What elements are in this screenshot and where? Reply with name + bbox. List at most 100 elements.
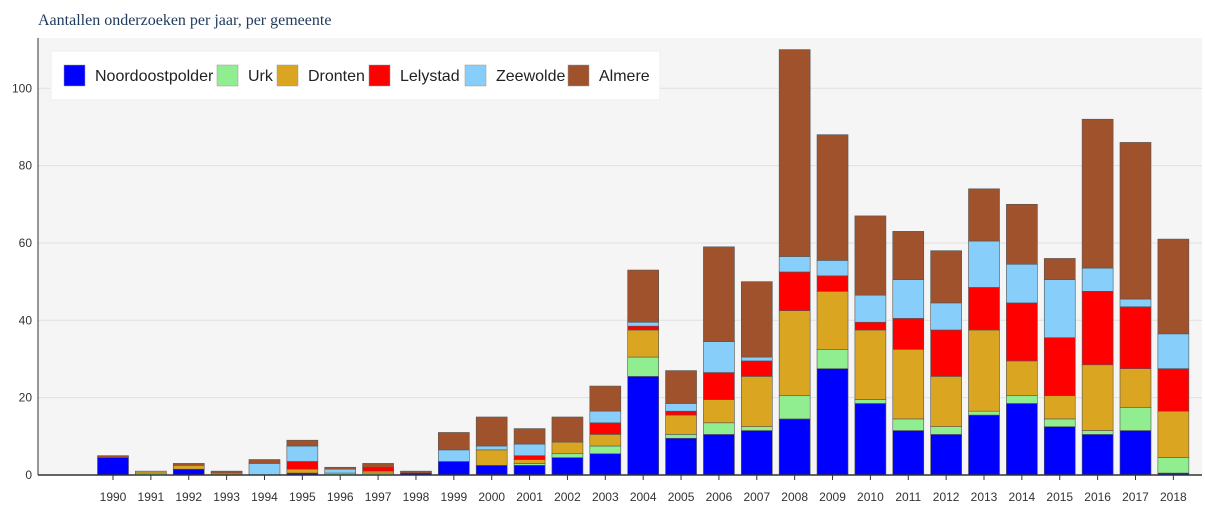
bar-segment xyxy=(97,455,129,458)
bar-segment xyxy=(1119,407,1152,431)
x-tick-label: 2018 xyxy=(1160,490,1187,504)
bar-segment xyxy=(703,434,735,476)
x-tick-label: 1998 xyxy=(403,490,430,504)
bar-segment xyxy=(1006,302,1038,362)
bar-segment xyxy=(627,376,659,476)
bar-segment xyxy=(513,459,546,464)
bar-segment xyxy=(1043,337,1076,397)
x-tick-label: 2011 xyxy=(895,490,921,504)
legend-swatch xyxy=(63,64,86,87)
x-tick-label: 2005 xyxy=(668,490,695,504)
x-tick-label: 2014 xyxy=(1009,490,1036,504)
bar-segment xyxy=(475,465,508,476)
bar-segment xyxy=(930,426,962,435)
bar-segment xyxy=(362,466,394,472)
chart-title: Aantallen onderzoeken per jaar, per geme… xyxy=(38,12,332,29)
x-tick-label: 2000 xyxy=(478,490,505,504)
bar-segment xyxy=(1081,364,1114,431)
x-tick-label: 2004 xyxy=(630,490,657,504)
bar-segment xyxy=(286,445,319,462)
bar-segment xyxy=(513,455,546,460)
bar-segment xyxy=(1006,263,1038,304)
bar-segment xyxy=(627,325,659,331)
bar-segment xyxy=(930,434,962,476)
y-tick-label: 40 xyxy=(19,313,33,327)
bar-segment xyxy=(551,441,584,455)
bar-segment xyxy=(854,329,887,400)
bar-segment xyxy=(1081,434,1114,476)
bar-segment xyxy=(551,457,584,476)
bar-segment xyxy=(1043,279,1076,339)
bar-segment xyxy=(968,414,1000,476)
bar-segment xyxy=(1006,395,1038,404)
bar-segment xyxy=(703,372,735,400)
legend-swatch xyxy=(464,64,487,87)
bar-segment xyxy=(1119,142,1152,300)
x-tick-label: 2013 xyxy=(971,490,998,504)
bar-segment xyxy=(778,271,811,311)
bar-segment xyxy=(1081,267,1114,292)
legend-label: Zeewolde xyxy=(496,68,565,85)
bar-segment xyxy=(1006,403,1038,476)
bar-segment xyxy=(854,321,887,331)
bar-segment xyxy=(740,360,773,377)
bar-segment xyxy=(513,443,546,456)
bar-segment xyxy=(854,215,887,296)
bar-segment xyxy=(324,468,357,474)
x-tick-label: 1996 xyxy=(327,490,354,504)
x-tick-label: 1994 xyxy=(251,490,278,504)
bar-segment xyxy=(286,439,319,447)
bar-segment xyxy=(210,470,243,474)
bar-segment xyxy=(1157,368,1190,412)
bar-segment xyxy=(778,418,811,476)
bar-segment xyxy=(1006,360,1038,397)
bar-segment xyxy=(740,356,773,362)
x-tick-label: 2016 xyxy=(1084,490,1111,504)
bar-segment xyxy=(589,422,622,435)
y-tick-label: 100 xyxy=(12,81,32,95)
x-tick-label: 1990 xyxy=(100,490,127,504)
bar-segment xyxy=(551,453,584,458)
bar-segment xyxy=(286,461,319,470)
bar-segment xyxy=(778,49,811,257)
bar-segment xyxy=(627,356,659,377)
bar-segment xyxy=(551,416,584,443)
x-tick-label: 2003 xyxy=(592,490,619,504)
x-tick-label: 1991 xyxy=(138,490,165,504)
bar-segment xyxy=(475,445,508,451)
bar-segment xyxy=(778,256,811,273)
legend-swatch xyxy=(276,64,299,87)
legend-label: Dronten xyxy=(308,68,365,85)
x-tick-label: 2010 xyxy=(857,490,884,504)
bar-segment xyxy=(703,246,735,342)
bar-segment xyxy=(1043,418,1076,427)
legend-swatch xyxy=(216,64,239,87)
x-tick-label: 2002 xyxy=(554,490,581,504)
y-tick-label: 80 xyxy=(19,159,33,173)
bar-segment xyxy=(627,269,659,323)
bar-segment xyxy=(968,329,1000,412)
bar-segment xyxy=(816,134,849,261)
x-tick-label: 1999 xyxy=(440,490,467,504)
x-tick-label: 1995 xyxy=(289,490,316,504)
bar-segment xyxy=(854,399,887,404)
legend-label: Lelystad xyxy=(400,68,460,85)
x-tick-label: 2008 xyxy=(781,490,808,504)
bar-segment xyxy=(172,465,205,470)
bar-segment xyxy=(892,318,925,350)
bar-segment xyxy=(1081,118,1114,269)
bar-segment xyxy=(892,430,925,476)
bar-segment xyxy=(930,250,962,304)
bar-segment xyxy=(892,279,925,319)
legend-label: Urk xyxy=(248,68,274,85)
y-tick-label: 20 xyxy=(19,391,33,405)
x-tick-label: 2006 xyxy=(706,490,733,504)
legend-swatch xyxy=(567,64,590,87)
bar-segment xyxy=(854,294,887,323)
bar-segment xyxy=(248,463,281,476)
bar-segment xyxy=(248,459,281,464)
bar-segment xyxy=(1043,395,1076,420)
bar-segment xyxy=(286,468,319,474)
legend-box xyxy=(50,50,661,101)
x-tick-label: 1997 xyxy=(365,490,392,504)
